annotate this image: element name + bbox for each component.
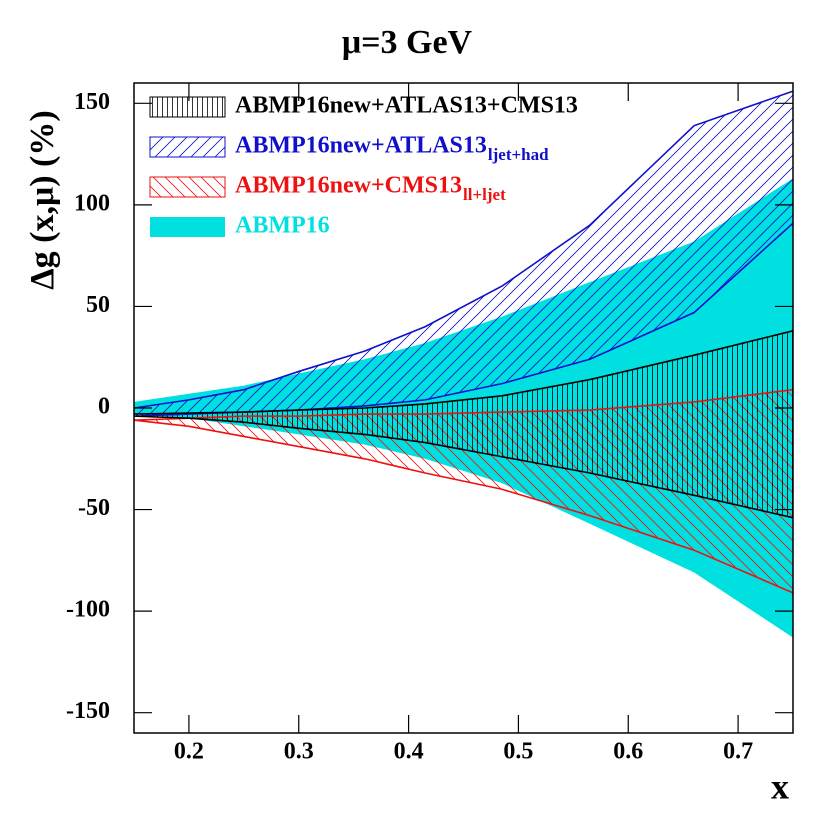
x-tick-label: 0.5 [503, 739, 533, 765]
band-edge [134, 90, 793, 409]
legend-label: ABMP16new+ATLAS13 [235, 133, 487, 159]
y-tick-label: 0 [98, 394, 110, 420]
y-tick-label: -100 [66, 597, 110, 623]
y-axis-label: Δg (x,μ) (%) [24, 110, 61, 289]
legend-label: ABMP16new+CMS13 [235, 173, 462, 199]
y-tick-label: -150 [66, 698, 110, 724]
legend-swatch [149, 136, 226, 158]
legend-swatch [149, 176, 226, 198]
x-tick-label: 0.6 [613, 739, 643, 765]
band-area [134, 330, 793, 518]
x-axis-label: x [771, 766, 789, 806]
y-tick-label: 100 [74, 190, 110, 216]
x-tick-label: 0.4 [394, 739, 424, 765]
legend-swatch [149, 96, 226, 118]
chart-title: μ=3 GeV [342, 24, 473, 61]
y-tick-label: -50 [78, 495, 110, 521]
band-edge [134, 388, 793, 421]
y-tick-label: 150 [74, 89, 110, 115]
x-tick-label: 0.2 [174, 739, 204, 765]
legend-label: ABMP16 [235, 213, 330, 239]
band-edge [134, 330, 793, 415]
band-area [134, 91, 793, 417]
legend-swatch [150, 217, 225, 237]
y-tick-label: 50 [86, 292, 110, 318]
band-edge [134, 415, 793, 519]
plot-area [134, 90, 793, 638]
x-tick-label: 0.3 [284, 739, 314, 765]
legend-subscript: ll+ljet [463, 185, 506, 204]
x-tick-label: 0.7 [723, 739, 753, 765]
legend-label: ABMP16new+ATLAS13+CMS13 [235, 93, 578, 119]
legend-subscript: ljet+had [488, 145, 549, 164]
band-edge [134, 419, 793, 594]
